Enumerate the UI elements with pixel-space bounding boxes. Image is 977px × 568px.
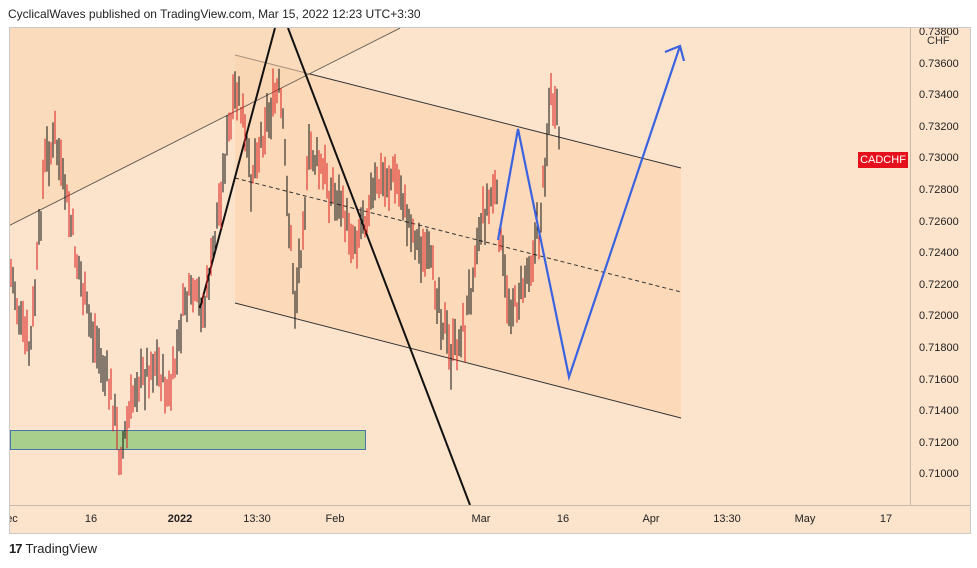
price-tick: 0.71600 (919, 373, 959, 386)
price-tick: 0.73400 (919, 89, 959, 102)
rising-trend-shade (10, 28, 400, 225)
symbol-badge: CADCHF (858, 152, 908, 168)
time-axis[interactable]: ec 16 2022 13:30 Feb Mar 16 Apr 13:30 May 17 (10, 505, 970, 533)
currency-label: CHF (927, 35, 950, 47)
projection-arrowhead (664, 44, 686, 62)
time-tick: May (794, 513, 816, 525)
descending-channel-fill (235, 55, 681, 418)
time-tick: 2022 (167, 513, 193, 525)
time-tick: Mar (471, 513, 491, 525)
price-tick: 0.72600 (919, 215, 959, 228)
price-tick: 0.72800 (919, 184, 959, 196)
price-tick: 0.72400 (919, 247, 959, 260)
price-tick: 0.73600 (919, 57, 959, 70)
tradingview-logo-icon: 17 (9, 541, 23, 556)
price-axis[interactable]: CHF 0.73800 0.73600 0.73400 0.73200 0.73000 0… (910, 27, 970, 505)
price-tick: 0.71400 (919, 405, 959, 418)
price-tick: 0.72000 (919, 310, 959, 323)
price-tick: 0.73000 (919, 152, 959, 165)
brand-name: TradingView (25, 541, 98, 556)
channel-bottom-line (234, 302, 682, 419)
time-tick: 13:30 (713, 513, 741, 525)
candles-group (10, 68, 560, 476)
price-tick: 0.73200 (919, 120, 959, 133)
price-tick: 0.71200 (919, 436, 959, 449)
time-tick: ec (10, 513, 18, 525)
time-tick: Apr (642, 513, 660, 525)
footer: 17 TradingView (9, 541, 97, 556)
chart-drawings[interactable] (10, 28, 910, 505)
publish-info: CyclicalWaves published on TradingView.c… (8, 7, 421, 21)
demand-zone[interactable] (10, 430, 366, 450)
steep-support-line (199, 28, 276, 309)
price-tick: 0.71000 (919, 468, 959, 481)
time-tick: Feb (325, 513, 345, 525)
price-tick: 0.71800 (919, 342, 959, 354)
time-tick: 13:30 (243, 513, 271, 525)
chart-plot[interactable]: CADCHF (10, 28, 910, 505)
time-tick: 17 (879, 513, 893, 525)
time-tick: 16 (84, 513, 98, 525)
projection-path (496, 45, 682, 382)
time-tick: 16 (556, 513, 570, 525)
chart-area[interactable]: CADCHF CHF 0.73800 0.73600 0.73400 0.73200 0… (9, 27, 971, 534)
price-tick: 0.73800 (919, 27, 959, 38)
steep-resistance-line (287, 28, 471, 505)
price-tick: 0.72200 (919, 278, 959, 291)
